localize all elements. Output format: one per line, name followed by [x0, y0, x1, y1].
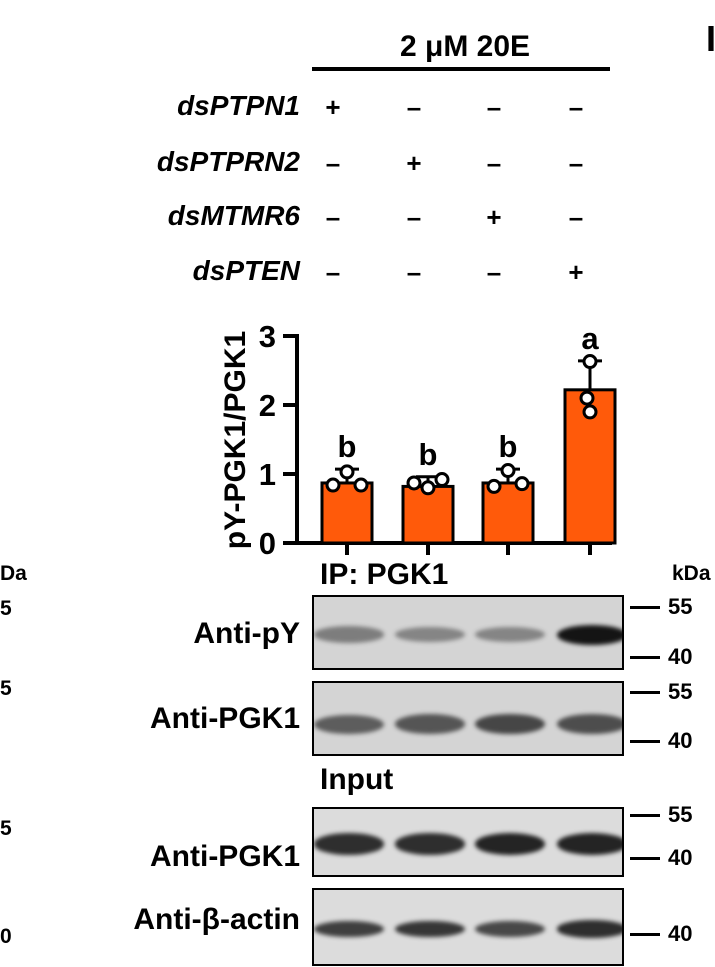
- blot-band: [395, 714, 465, 735]
- y-tick-label: 1: [259, 457, 276, 492]
- blot-band: [557, 833, 622, 855]
- data-point: [353, 477, 369, 493]
- data-point: [486, 478, 502, 494]
- kda-right-unit: kDa: [672, 562, 711, 585]
- ip-section-label: IP: PGK1: [320, 558, 449, 591]
- kda-marker-tick: [630, 857, 660, 860]
- minus-mark: –: [325, 257, 341, 287]
- blot-band: [557, 714, 622, 735]
- data-point: [582, 354, 598, 370]
- treatment-label: 2 μM 20E: [399, 30, 531, 63]
- kda-left-unit: Da: [0, 562, 27, 585]
- minus-mark: –: [325, 202, 341, 232]
- significance-letter: b: [338, 429, 357, 464]
- data-point: [579, 390, 595, 406]
- antibody-label: Anti-PGK1: [150, 702, 300, 735]
- panel-letter: I: [706, 18, 715, 59]
- data-point: [325, 477, 341, 493]
- plus-mark: +: [568, 257, 584, 287]
- kda-marker-label: 40: [668, 728, 693, 753]
- minus-mark: –: [325, 148, 341, 178]
- antibody-label: Anti-pY: [193, 617, 300, 650]
- condition-label: dsPTPRN2: [156, 146, 300, 177]
- kda-marker-label: 40: [668, 644, 693, 669]
- blot-band: [475, 626, 545, 643]
- antibody-label: Anti-β-actin: [133, 903, 300, 936]
- y-tick-label: 3: [259, 319, 276, 354]
- kda-marker-label: 40: [668, 921, 693, 946]
- minus-mark: –: [568, 92, 584, 122]
- blot-band: [557, 920, 622, 938]
- blot-band: [475, 714, 545, 735]
- blot-band: [475, 920, 545, 938]
- minus-mark: –: [486, 148, 502, 178]
- blot-band: [395, 626, 465, 643]
- kda-marker-label: 40: [668, 845, 693, 870]
- significance-letter: a: [581, 321, 599, 356]
- data-point: [339, 464, 355, 480]
- minus-mark: –: [406, 92, 422, 122]
- treatment-bracket: [312, 67, 610, 71]
- minus-mark: –: [406, 202, 422, 232]
- blot-band: [314, 833, 384, 855]
- significance-letter: b: [499, 429, 518, 464]
- data-point: [406, 475, 422, 491]
- y-tick-label: 0: [259, 526, 276, 561]
- kda-marker-tick: [630, 740, 660, 743]
- condition-label: dsMTMR6: [167, 200, 300, 231]
- kda-left-marker: 5: [0, 817, 12, 840]
- data-point: [582, 404, 598, 420]
- minus-mark: –: [486, 257, 502, 287]
- blot-band: [395, 920, 465, 938]
- data-point: [434, 472, 450, 488]
- kda-marker-label: 55: [668, 802, 693, 827]
- significance-letter: b: [419, 437, 438, 472]
- data-point: [500, 463, 516, 479]
- blot-band: [395, 833, 465, 855]
- blot-image: [312, 681, 624, 756]
- minus-mark: –: [568, 202, 584, 232]
- plus-mark: +: [406, 148, 422, 178]
- plus-mark: +: [486, 202, 502, 232]
- condition-label: dsPTEN: [192, 255, 300, 286]
- bar-chart: 0 1 2 3 b b b a: [259, 319, 617, 561]
- blot-band: [314, 626, 384, 643]
- kda-left-marker: 5: [0, 677, 12, 700]
- minus-mark: –: [406, 257, 422, 287]
- input-section-label: Input: [320, 763, 394, 796]
- bar: [320, 481, 374, 545]
- blot-band: [475, 833, 545, 855]
- data-point: [514, 476, 530, 492]
- y-axis-label: pY-PGK1/PGK1: [219, 330, 252, 550]
- blot-image: [312, 807, 624, 877]
- kda-marker-label: 55: [668, 679, 693, 704]
- blot-image: [312, 595, 624, 670]
- antibody-label: Anti-PGK1: [150, 840, 300, 873]
- kda-left-marker: 0: [0, 925, 12, 948]
- kda-left-marker: 5: [0, 597, 12, 620]
- blot-image: [312, 888, 624, 966]
- blot-band: [314, 920, 384, 938]
- data-point: [420, 480, 436, 496]
- y-tick-label: 2: [259, 388, 276, 423]
- kda-marker-tick: [630, 933, 660, 936]
- kda-marker-tick: [630, 691, 660, 694]
- kda-marker-label: 55: [668, 594, 693, 619]
- minus-mark: –: [486, 92, 502, 122]
- blot-band: [557, 624, 622, 645]
- kda-marker-tick: [630, 656, 660, 659]
- blot-band: [314, 714, 384, 734]
- kda-marker-tick: [630, 606, 660, 609]
- kda-marker-tick: [630, 814, 660, 817]
- plus-mark: +: [325, 92, 341, 122]
- minus-mark: –: [568, 148, 584, 178]
- condition-label: dsPTPN1: [177, 90, 300, 121]
